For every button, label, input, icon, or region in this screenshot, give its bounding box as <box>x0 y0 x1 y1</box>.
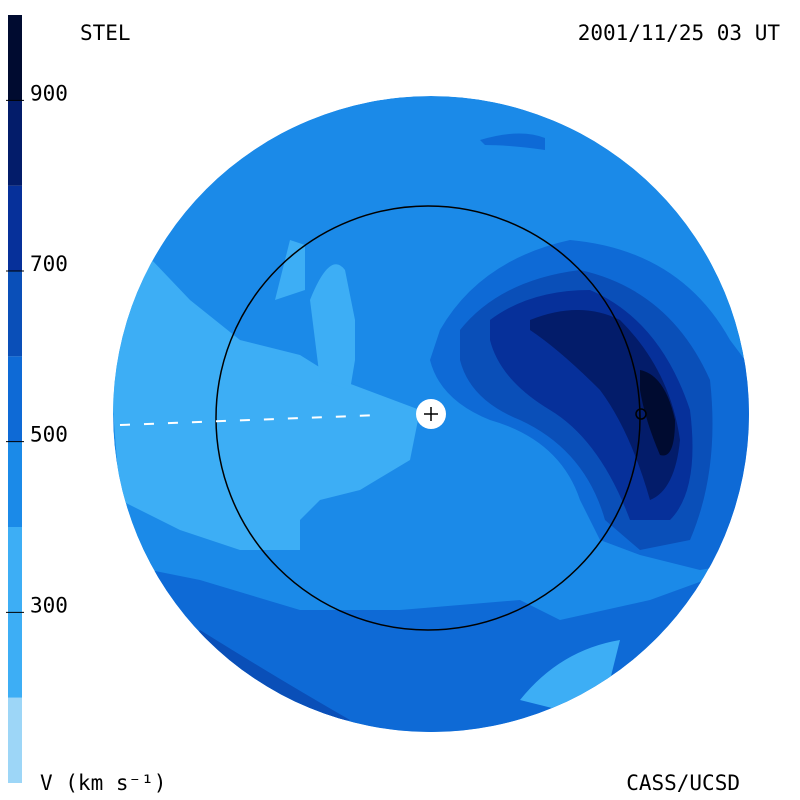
colorbar-band <box>8 185 22 271</box>
colorbar: 300 500 700 900 <box>6 15 68 783</box>
colorbar-band <box>8 15 22 101</box>
colorbar-band <box>8 697 22 783</box>
colorbar-tick-label: 300 <box>30 593 68 617</box>
colorbar-tick-label: 900 <box>30 81 68 105</box>
colorbar-band <box>8 527 22 613</box>
colorbar-band <box>8 441 22 527</box>
timestamp: 2001/11/25 03 UT <box>578 21 781 45</box>
colorbar-band <box>8 271 22 357</box>
colorbar-label: V (km s⁻¹) <box>40 771 166 795</box>
colorbar-band <box>8 612 22 698</box>
sun-marker <box>424 407 438 421</box>
credit: CASS/UCSD <box>626 771 740 795</box>
colorbar-band <box>8 356 22 442</box>
earth <box>635 408 647 420</box>
colorbar-tick-label: 500 <box>30 423 68 447</box>
map-label: STEL <box>80 21 131 45</box>
sun-earth-line <box>119 414 381 426</box>
earth-orbit <box>215 205 641 631</box>
colorbar-band <box>8 100 22 186</box>
colorbar-tick-label: 700 <box>30 252 68 276</box>
